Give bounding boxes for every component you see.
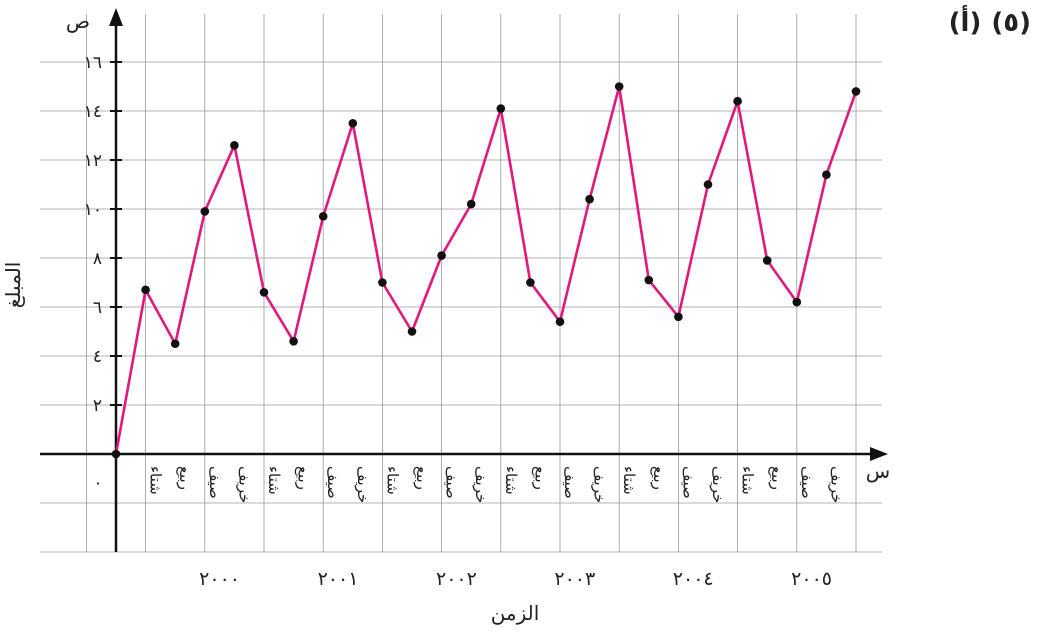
data-point — [407, 327, 417, 336]
data-point — [792, 297, 802, 307]
season-label: خريف — [709, 466, 727, 503]
y-tick-label: ٨ — [93, 249, 102, 269]
y-tick-label: ١٠ — [84, 200, 102, 220]
y-tick-label: ٢ — [93, 396, 102, 416]
season-label: خريف — [472, 466, 490, 503]
year-label: ٢٠٠٢ — [436, 568, 477, 590]
data-point — [674, 312, 683, 322]
data-point — [526, 278, 535, 287]
data-point — [141, 285, 150, 295]
year-label: ٢٠٠٤ — [673, 568, 714, 590]
problem-label: (٥) (أ) — [939, 8, 1031, 38]
x-tick-labels: شتاء ربيع صيف خريف شتاء ربيع صيف خريف شتاء ربيع صي… — [147, 466, 846, 503]
axes — [40, 8, 888, 552]
y-tick-label: ١٦ — [84, 53, 102, 73]
data-point — [318, 212, 328, 221]
year-labels: ٢٠٠٠ ٢٠٠١ ٢٠٠٢ ٢٠٠٣ ٢٠٠٤ ٢٠٠٥ — [199, 568, 832, 590]
season-label: شتاء — [147, 466, 165, 495]
series-group — [111, 82, 861, 459]
year-label: ٢٠٠٠ — [199, 568, 240, 590]
data-point — [496, 104, 506, 113]
problem-part: (أ) — [948, 8, 982, 38]
data-point — [437, 251, 446, 260]
season-label: شتاء — [739, 466, 757, 495]
data-point — [170, 339, 180, 349]
axis-titles: ص س الزمن المبلغ — [1, 9, 890, 625]
y-tick-label: ٦ — [93, 298, 102, 318]
season-label: خريف — [235, 466, 253, 503]
x-axis-title: الزمن — [491, 601, 540, 625]
data-point — [733, 96, 742, 106]
season-label: صيف — [679, 466, 697, 499]
data-point — [555, 317, 565, 327]
y-tick-labels: ٢ ٤ ٦ ٨ ١٠ ١٢ ١٤ ١٦ ٠ — [84, 53, 122, 493]
season-label: صيف — [324, 466, 342, 499]
season-label: خريف — [591, 466, 609, 503]
season-label: صيف — [443, 466, 461, 499]
y-axis-arrow — [109, 8, 123, 26]
data-point — [822, 170, 831, 179]
data-point — [762, 256, 772, 265]
season-label: شتاء — [265, 466, 283, 495]
season-label: خريف — [354, 466, 372, 503]
season-label: ربيع — [650, 466, 668, 490]
season-label: شتاء — [383, 466, 401, 495]
y-axis-title: المبلغ — [1, 262, 25, 309]
season-label: ربيع — [413, 466, 431, 490]
season-label: ربيع — [295, 466, 313, 490]
x-axis-arrow — [870, 447, 888, 461]
data-point — [644, 275, 654, 285]
season-label: شتاء — [620, 466, 638, 495]
data-point — [703, 180, 713, 189]
data-point — [348, 118, 358, 128]
season-label: صيف — [206, 466, 224, 499]
data-point — [111, 449, 121, 459]
year-label: ٢٠٠١ — [318, 568, 359, 590]
data-point — [585, 194, 594, 204]
data-point — [200, 207, 210, 216]
data-point — [851, 87, 861, 96]
year-label: ٢٠٠٥ — [791, 568, 832, 590]
season-label: ربيع — [768, 466, 786, 490]
season-label: صيف — [561, 466, 579, 499]
data-point — [230, 141, 239, 150]
data-point — [466, 199, 476, 209]
x-axis-symbol: س — [866, 459, 890, 483]
season-label: خريف — [827, 466, 845, 503]
season-label: ربيع — [176, 466, 194, 490]
y-tick-label: ٤ — [93, 347, 102, 367]
y-axis-symbol: ص — [66, 9, 90, 33]
data-point — [289, 337, 298, 346]
data-point — [259, 288, 269, 297]
data-point — [614, 82, 624, 91]
origin-label: ٠ — [93, 473, 102, 493]
y-tick-label: ١٤ — [84, 102, 102, 122]
year-label: ٢٠٠٣ — [554, 568, 595, 590]
y-tick-label: ١٢ — [84, 151, 102, 171]
data-point — [378, 278, 387, 287]
problem-number: (٥) — [991, 8, 1031, 38]
season-label: صيف — [798, 466, 816, 499]
series-line — [114, 85, 858, 455]
season-label: شتاء — [502, 466, 520, 495]
season-label: ربيع — [531, 466, 549, 490]
